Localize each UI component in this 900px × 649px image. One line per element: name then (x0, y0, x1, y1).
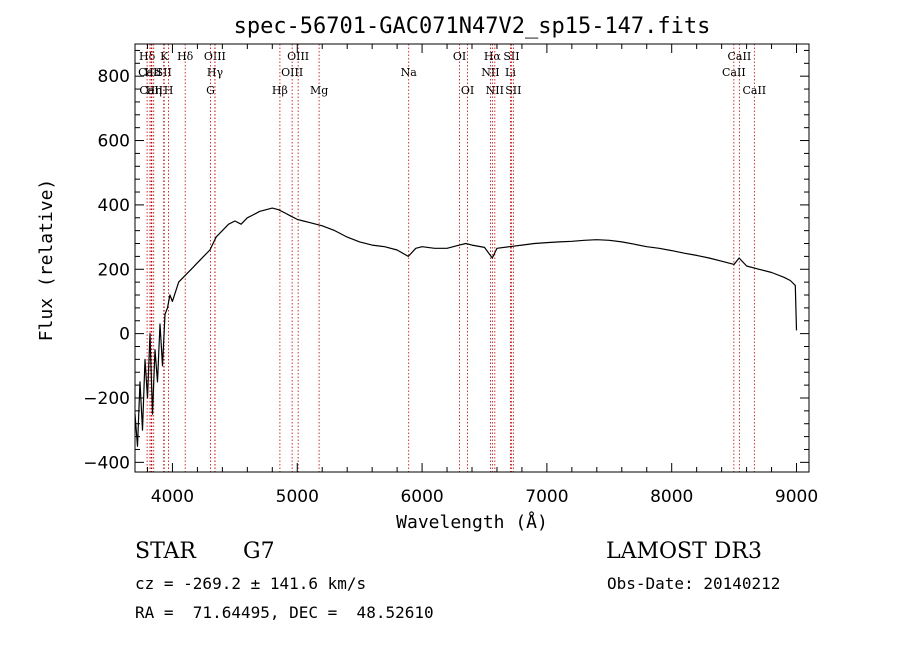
line-label-6: SII (156, 66, 172, 79)
line-label-26: CaII (722, 66, 746, 79)
line-label-9: OIII (204, 50, 226, 63)
line-label-3: Hε (144, 66, 160, 79)
y-tick-label-1: −200 (83, 389, 130, 409)
line-label-17: OI (453, 50, 466, 63)
line-label-15: Mg (310, 84, 328, 97)
x-tick-label-4: 8000 (650, 487, 693, 507)
spectrum-series (134, 207, 798, 447)
line-label-19: Hα (484, 50, 502, 63)
line-label-7: H (164, 84, 174, 97)
line-label-2: CaII (139, 84, 163, 97)
object-subclass: G7 (243, 539, 275, 564)
line-label-4: Hη (146, 84, 162, 97)
y-tick-label-4: 400 (98, 196, 130, 216)
line-label-11: G (206, 84, 215, 97)
y-tick-label-0: −400 (83, 453, 130, 473)
line-label-8: Hδ (177, 50, 194, 63)
y-axis-label: Flux (relative) (36, 179, 57, 342)
survey-label: LAMOST DR3 (606, 539, 762, 564)
spectrum-line (134, 207, 798, 447)
line-label-5: K (160, 50, 169, 63)
axis-ticks: 4000 5000 6000 7000 8000 9000 −400 −200 0 200 400 6… (83, 44, 818, 507)
line-label-1: CaII (138, 66, 162, 79)
chart-title: spec-56701-GAC071N47V2_sp15-147.fits (234, 14, 711, 39)
line-label-16: Na (401, 66, 418, 79)
y-tick-label-5: 600 (98, 132, 130, 152)
object-class: STAR (135, 539, 196, 564)
line-label-0: Hδ (139, 50, 156, 63)
x-tick-label-1: 5000 (276, 487, 319, 507)
line-label-10: Hγ (207, 66, 224, 79)
line-label-23: Li (505, 66, 516, 79)
x-tick-label-2: 6000 (400, 487, 443, 507)
x-tick-label-0: 4000 (151, 487, 194, 507)
x-axis-label: Wavelength (Å) (396, 511, 548, 533)
line-label-21: NII (486, 84, 504, 97)
line-label-20: NII (481, 66, 499, 79)
line-label-12: OIII (287, 50, 309, 63)
redshift-text: cz = -269.2 ± 141.6 km/s (135, 574, 367, 593)
line-label-13: OIII (281, 66, 303, 79)
y-tick-label-2: 0 (119, 325, 130, 345)
line-label-18: OI (461, 84, 474, 97)
line-label-25: CaII (728, 50, 752, 63)
y-tick-label-3: 200 (98, 260, 130, 280)
line-label-22: SII (503, 50, 519, 63)
line-label-14: Hβ (272, 84, 288, 97)
coordinates-text: RA = 71.64495, DEC = 48.52610 (135, 603, 434, 622)
obs-date-text: Obs-Date: 20140212 (607, 574, 781, 593)
line-label-27: CaII (742, 84, 766, 97)
y-tick-label-6: 800 (98, 67, 130, 87)
line-label-24: SII (505, 84, 521, 97)
x-tick-label-3: 7000 (525, 487, 568, 507)
x-tick-label-5: 9000 (775, 487, 818, 507)
